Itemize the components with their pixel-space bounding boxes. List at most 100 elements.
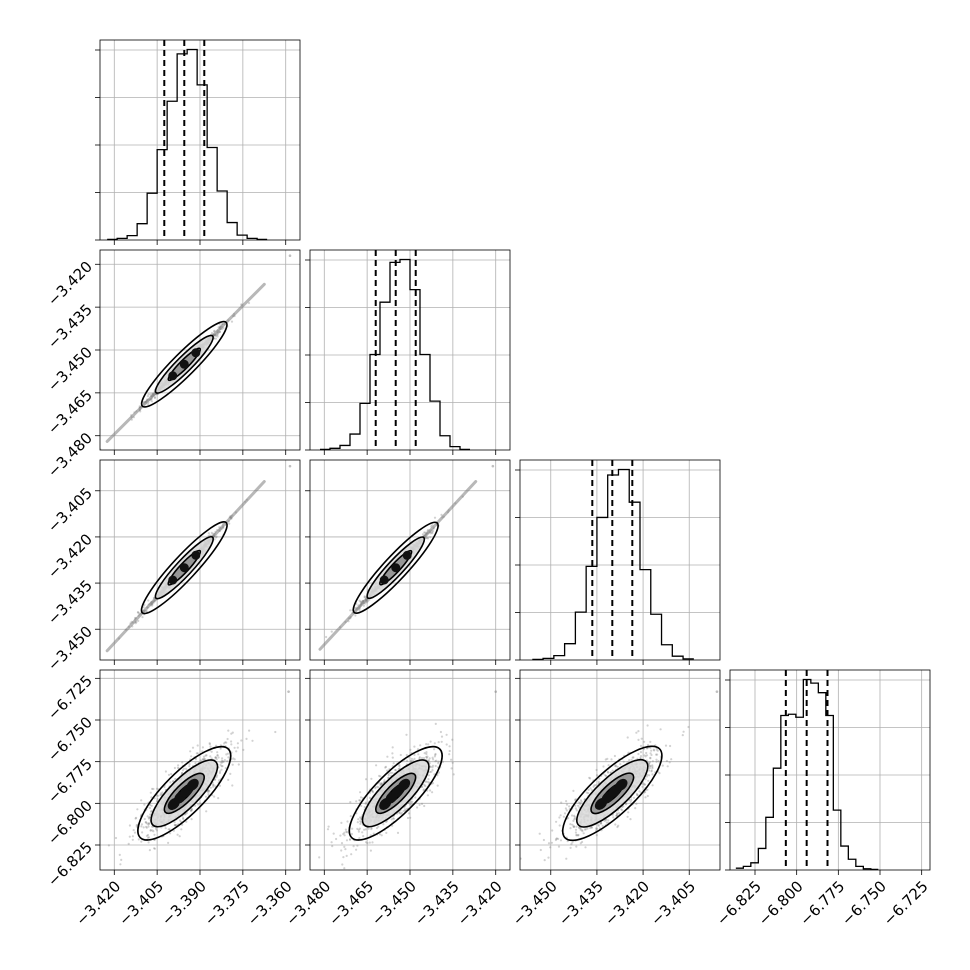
sample-point	[207, 791, 210, 794]
sample-point	[575, 834, 578, 837]
sample-point	[357, 818, 360, 821]
sample-point	[215, 330, 218, 333]
hist-panel-3	[725, 669, 931, 875]
sample-point	[148, 816, 151, 819]
sample-point	[216, 751, 219, 754]
sample-point	[432, 526, 435, 529]
sample-point	[163, 785, 166, 789]
sample-point	[231, 784, 234, 787]
sample-point	[218, 330, 221, 333]
sample-point	[201, 746, 204, 749]
sample-point	[230, 732, 233, 735]
sample-point	[377, 786, 380, 789]
sample-point	[190, 818, 193, 821]
sample-point	[367, 827, 370, 830]
sample-point	[380, 783, 383, 786]
sample-point	[159, 792, 162, 795]
sample-point	[426, 528, 430, 532]
y-tick-label: −6.775	[44, 755, 96, 807]
sample-point	[361, 602, 364, 605]
sample-point	[420, 756, 424, 760]
sample-point	[222, 327, 225, 330]
sample-point	[134, 616, 137, 620]
sample-point	[359, 603, 363, 606]
sample-point	[219, 763, 222, 767]
density-peak	[191, 348, 201, 358]
sample-point	[622, 760, 625, 763]
sample-point	[157, 794, 160, 797]
sample-point	[345, 839, 349, 842]
sample-point	[427, 759, 430, 762]
sample-point	[218, 325, 221, 328]
sample-point	[643, 754, 646, 757]
sample-point	[391, 746, 394, 749]
sample-point	[446, 511, 449, 514]
sample-point	[575, 825, 578, 828]
sample-point	[380, 834, 383, 837]
y-tick-label: −6.725	[44, 672, 96, 724]
sample-point	[176, 766, 179, 769]
sample-point	[152, 394, 155, 397]
sample-point	[384, 766, 387, 769]
sample-point	[572, 825, 575, 828]
sample-point	[601, 824, 604, 828]
sample-point	[366, 599, 369, 602]
sample-point	[150, 804, 153, 807]
sample-point	[430, 525, 433, 528]
sample-point	[597, 823, 600, 826]
sample-point	[365, 778, 368, 781]
sample-point	[214, 530, 217, 534]
sample-point	[341, 863, 344, 866]
sample-point	[343, 834, 346, 837]
sample-point	[587, 788, 590, 792]
sample-point	[188, 763, 191, 766]
sample-point	[668, 761, 671, 764]
sample-point	[629, 818, 632, 821]
sample-point	[364, 598, 367, 602]
contour-level-1	[361, 759, 430, 828]
sample-point	[214, 756, 218, 759]
sample-point	[150, 809, 153, 813]
sample-point	[658, 772, 661, 775]
sample-point	[360, 821, 363, 824]
sample-point	[600, 822, 603, 825]
sample-point	[362, 600, 365, 603]
sample-point	[410, 759, 413, 762]
sample-point	[221, 526, 224, 529]
sample-point	[352, 845, 355, 848]
sample-point	[223, 759, 226, 762]
sample-point	[349, 838, 352, 841]
sample-point	[427, 531, 430, 535]
sample-point	[391, 756, 394, 759]
sample-point	[425, 533, 428, 536]
sample-point	[151, 603, 154, 606]
sample-point	[649, 740, 652, 744]
sample-point	[216, 335, 219, 338]
sample-point	[441, 516, 444, 519]
sample-point	[358, 827, 361, 830]
sample-point	[646, 724, 649, 727]
sample-point	[150, 810, 153, 813]
sample-point	[615, 814, 618, 817]
x-tick-label: −3.420	[72, 877, 124, 929]
sample-point	[120, 858, 123, 862]
sample-point	[370, 827, 373, 830]
sample-point	[605, 821, 608, 824]
sample-point	[573, 814, 576, 817]
sample-point	[368, 841, 371, 844]
sample-point	[661, 764, 664, 767]
sample-point	[232, 757, 235, 760]
x-tick-label: −3.435	[411, 877, 463, 929]
sample-point	[135, 410, 138, 413]
sample-point	[394, 768, 397, 772]
sample-point	[154, 827, 158, 831]
sample-point	[615, 765, 618, 768]
sample-point	[363, 595, 366, 598]
sample-point	[148, 398, 151, 401]
sample-point	[557, 845, 561, 848]
sample-point	[425, 756, 428, 759]
x-tick-label: −3.435	[555, 877, 607, 929]
sample-point	[167, 773, 171, 777]
sample-point	[425, 751, 428, 754]
